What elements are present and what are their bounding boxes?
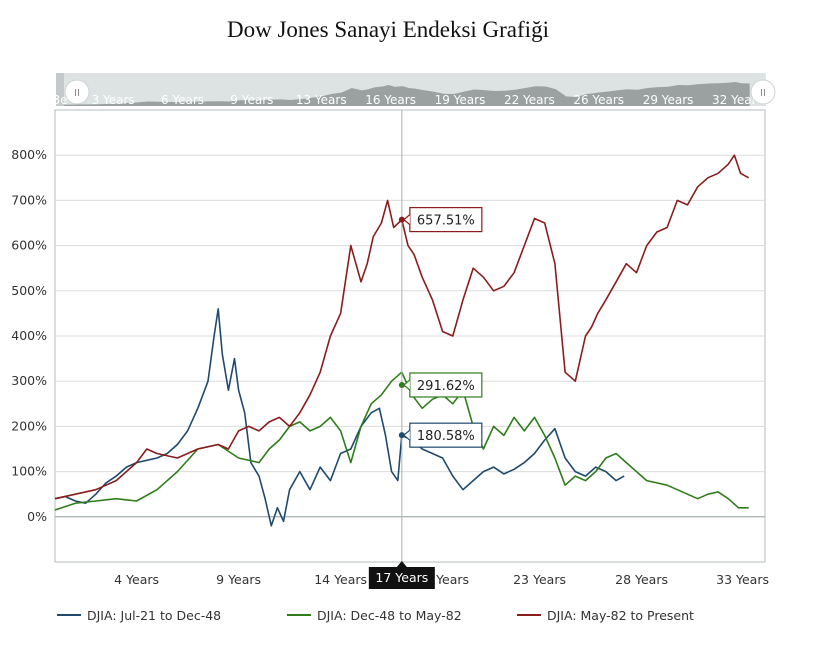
navigator-label: 26 Years xyxy=(573,93,624,107)
navigator-series-area xyxy=(56,73,750,106)
y-axis-tick-labels: 0% 100% 200% 300% 400% 500% 600% 700% 800% xyxy=(11,147,47,524)
navigator-right-handle-glyph: II xyxy=(760,88,766,99)
y-tick-label: 600% xyxy=(11,238,47,253)
crosshair-label-box xyxy=(368,567,435,589)
navigator-label: 22 Years xyxy=(504,93,555,107)
navigator-labels: 3e 3 Years 6 Years 9 Years 13 Years 16 Years 1… xyxy=(53,93,763,107)
tooltip-value: 657.51% xyxy=(417,214,475,229)
x-tick-label: 4 Years xyxy=(114,572,159,587)
navigator-label: 16 Years xyxy=(365,93,416,107)
legend-item[interactable]: DJIA: Jul-21 to Dec-48 xyxy=(57,608,221,623)
y-tick-label: 100% xyxy=(11,464,47,479)
crosshair-label-pointer xyxy=(396,561,407,567)
navigator-label: 29 Years xyxy=(643,93,694,107)
legend[interactable]: DJIA: Jul-21 to Dec-48 DJIA: Dec-48 to Ma… xyxy=(57,608,694,623)
series-lines xyxy=(54,154,750,527)
navigator-label: 13 Years xyxy=(296,93,347,107)
navigator-left-handle-glyph: II xyxy=(74,88,80,99)
y-tick-label: 300% xyxy=(11,373,47,388)
navigator-label: 9 Years xyxy=(230,93,273,107)
navigator-label: 3e xyxy=(53,93,68,107)
y-tick-label: 500% xyxy=(11,283,47,298)
x-tick-label: 33 Years xyxy=(716,572,769,587)
x-tick-label: 28 Years xyxy=(615,572,668,587)
navigator-label: 6 Years xyxy=(161,93,204,107)
series-line-1 xyxy=(54,371,749,511)
navigator-area xyxy=(56,82,750,106)
x-axis-tick-labels: 4 Years 9 Years 14 Years 19 Years 23 Years 28… xyxy=(114,572,769,587)
tooltip-pointer xyxy=(402,379,411,391)
navigator-label: 3 Years xyxy=(92,93,135,107)
x-tick-label: 23 Years xyxy=(513,572,566,587)
tooltip-pointer xyxy=(402,429,411,441)
legend-label: DJIA: May-82 to Present xyxy=(547,608,694,623)
legend-label: DJIA: Dec-48 to May-82 xyxy=(317,608,462,623)
y-tick-label: 0% xyxy=(27,509,47,524)
y-tick-label: 700% xyxy=(11,192,47,207)
tooltip-box xyxy=(409,372,483,398)
x-tick-label: 14 Years xyxy=(314,572,367,587)
navigator-mask-left xyxy=(56,73,64,106)
navigator-label: 32 Years xyxy=(712,93,763,107)
legend-item[interactable]: DJIA: Dec-48 to May-82 xyxy=(287,608,462,623)
crosshair-point xyxy=(398,216,405,223)
series-line-2 xyxy=(54,154,750,500)
navigator[interactable]: 3e 3 Years 6 Years 9 Years 13 Years 16 Years 1… xyxy=(53,73,776,107)
tooltip-pointer xyxy=(402,214,411,226)
crosshair-point xyxy=(398,381,405,388)
chart-title: Dow Jones Sanayi Endeksi Grafiği xyxy=(227,17,549,42)
y-tick-label: 200% xyxy=(11,418,47,433)
navigator-right-handle[interactable]: II xyxy=(750,79,776,105)
navigator-label: 19 Years xyxy=(435,93,486,107)
crosshair-point xyxy=(398,432,405,439)
x-tick-label: 9 Years xyxy=(216,572,261,587)
tooltip-value: 180.58% xyxy=(417,429,475,444)
crosshair-label: 17 Years xyxy=(375,570,428,585)
navigator-left-handle[interactable]: II xyxy=(64,79,90,105)
y-tick-label: 800% xyxy=(11,147,47,162)
legend-label: DJIA: Jul-21 to Dec-48 xyxy=(87,608,221,623)
legend-item[interactable]: DJIA: May-82 to Present xyxy=(517,608,694,623)
tooltip-value: 291.62% xyxy=(417,379,475,394)
y-tick-label: 400% xyxy=(11,328,47,343)
crosshair: 17 Years 657.51% 291.62% 180.58% xyxy=(368,110,483,589)
